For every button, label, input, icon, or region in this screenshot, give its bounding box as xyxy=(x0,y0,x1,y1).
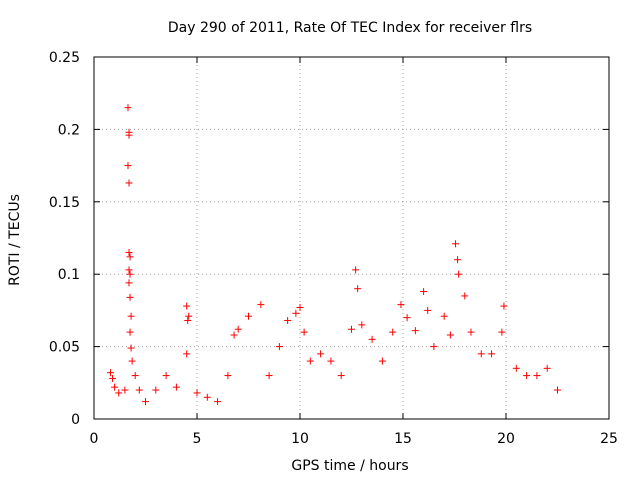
grid-lines xyxy=(94,57,609,419)
data-point xyxy=(477,350,485,358)
data-point xyxy=(257,301,265,309)
x-tick-label: 25 xyxy=(600,431,618,447)
data-point xyxy=(126,293,134,301)
data-point xyxy=(135,386,143,394)
data-point xyxy=(296,304,304,312)
data-point xyxy=(152,386,160,394)
y-tick-label: 0 xyxy=(71,412,80,428)
data-point xyxy=(193,389,201,397)
data-point xyxy=(142,398,149,406)
data-point xyxy=(183,350,191,358)
y-tick-label: 0.2 xyxy=(58,122,80,138)
data-point xyxy=(378,357,386,365)
data-point xyxy=(467,328,475,336)
y-axis-title: ROTI / TECUs xyxy=(7,194,23,286)
data-point xyxy=(454,256,462,264)
y-tick-label: 0.1 xyxy=(58,267,80,283)
data-point xyxy=(455,270,463,278)
data-point xyxy=(106,369,114,377)
data-points xyxy=(106,104,561,406)
x-tick-label: 20 xyxy=(497,431,515,447)
x-tick-label: 10 xyxy=(291,431,309,447)
data-point xyxy=(430,343,438,351)
y-tick-label: 0.05 xyxy=(49,340,80,356)
data-point xyxy=(203,393,211,401)
data-point xyxy=(500,302,508,310)
data-point xyxy=(488,350,496,358)
data-point xyxy=(461,292,469,300)
data-point xyxy=(292,309,300,317)
data-point xyxy=(224,372,232,380)
y-tick-labels: 0 0.05 0.1 0.15 0.2 0.25 xyxy=(49,50,80,428)
data-point xyxy=(127,344,135,352)
data-point xyxy=(183,302,191,310)
x-tick-label: 5 xyxy=(193,431,202,447)
data-point xyxy=(327,357,335,365)
data-point xyxy=(109,374,117,382)
axis-ticks xyxy=(93,56,610,420)
data-point xyxy=(245,312,252,320)
data-point xyxy=(124,162,132,170)
x-tick-label: 0 xyxy=(90,431,99,447)
data-point xyxy=(184,317,192,325)
data-point xyxy=(124,104,132,112)
data-point xyxy=(543,364,551,372)
data-point xyxy=(125,279,133,287)
data-point xyxy=(440,312,448,320)
data-point xyxy=(452,240,460,248)
data-point xyxy=(128,357,136,365)
data-point xyxy=(127,312,135,320)
data-point xyxy=(368,335,376,343)
data-point xyxy=(275,343,283,351)
data-point xyxy=(397,301,405,309)
data-point xyxy=(172,383,180,391)
data-point xyxy=(126,253,134,261)
data-point xyxy=(498,328,506,336)
data-point xyxy=(424,306,432,314)
y-tick-label: 0.15 xyxy=(49,195,80,211)
data-point xyxy=(512,364,520,372)
y-tick-label: 0.25 xyxy=(49,50,80,66)
data-point xyxy=(234,325,242,333)
data-point xyxy=(358,321,366,329)
data-point xyxy=(306,357,314,365)
data-point xyxy=(420,288,428,296)
data-point xyxy=(126,270,134,278)
data-point xyxy=(317,350,325,358)
data-point xyxy=(214,398,222,406)
data-point xyxy=(337,372,345,380)
data-point xyxy=(554,386,561,394)
plot-frame xyxy=(93,56,610,420)
data-point xyxy=(125,266,133,274)
data-point xyxy=(354,285,362,293)
data-point xyxy=(131,372,139,380)
data-point xyxy=(111,383,119,391)
x-axis-title: GPS time / hours xyxy=(291,458,408,474)
data-point xyxy=(403,314,411,322)
data-point xyxy=(348,325,355,333)
data-point xyxy=(162,372,170,380)
data-point xyxy=(126,328,134,336)
data-point xyxy=(389,328,397,336)
data-point xyxy=(300,328,308,336)
x-tick-labels: 0 5 10 15 20 25 xyxy=(90,431,618,447)
data-point xyxy=(523,372,531,380)
chart-title: Day 290 of 2011, Rate Of TEC Index for r… xyxy=(168,20,532,36)
data-point xyxy=(446,331,454,339)
data-point xyxy=(284,317,292,325)
data-point xyxy=(533,372,541,380)
data-point xyxy=(115,389,123,397)
data-point xyxy=(185,312,193,320)
data-point xyxy=(352,266,360,274)
data-point xyxy=(125,179,133,187)
data-point xyxy=(125,248,133,256)
data-point xyxy=(411,327,419,335)
data-point xyxy=(121,386,129,394)
x-tick-label: 15 xyxy=(394,431,412,447)
data-point xyxy=(230,331,238,339)
data-point xyxy=(125,131,133,139)
data-point xyxy=(265,372,273,380)
